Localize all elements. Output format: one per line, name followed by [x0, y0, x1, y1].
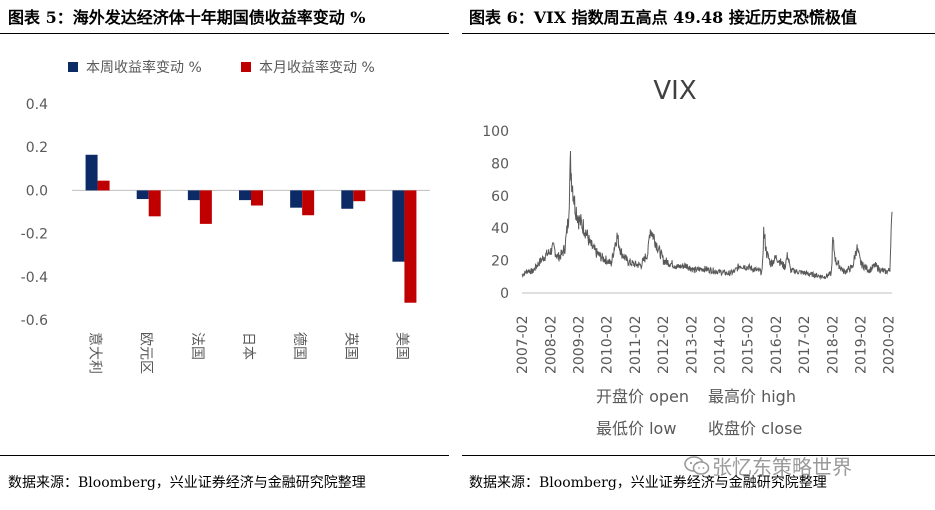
legend-label-weekly: 本周收益率变动 % [86, 59, 202, 76]
bar-legend: 本周收益率变动 % 本月收益率变动 % [68, 59, 375, 76]
legend-label-monthly: 本月收益率变动 % [259, 59, 375, 76]
bar-category-labels: 意大利 欧元区 法国 日本 德国 英国 美国 [87, 332, 410, 374]
vix-x-tick-label: 2016-02 [769, 316, 785, 375]
vix-legend: 开盘价 open 最高价 high 最低价 low 收盘价 close [596, 387, 802, 438]
bar-y-tick-label: 0.0 [26, 183, 48, 199]
left-title-rule [0, 33, 449, 34]
bar-weekly [136, 190, 149, 200]
bar-monthly [97, 180, 110, 191]
bar-monthly [353, 190, 366, 202]
right-chart-title: 图表 6：VIX 指数周五高点 49.48 接近历史恐慌极值 [469, 8, 857, 27]
vix-x-tick-label: 2012-02 [656, 316, 672, 375]
bar-y-tick-label: -0.4 [21, 270, 48, 286]
vix-x-tick-label: 2013-02 [684, 316, 700, 375]
vix-chart-title: VIX [653, 76, 696, 106]
bar-monthly [148, 190, 161, 217]
bar-weekly [392, 190, 405, 262]
vix-y-axis: 100 80 60 40 20 0 [482, 124, 509, 302]
bar-monthly [199, 190, 212, 224]
left-chart-title: 图表 5：海外发达经济体十年期国债收益率变动 % [8, 8, 366, 27]
bar-category-label: 英国 [342, 332, 359, 360]
wechat-icon [684, 456, 710, 475]
bar-y-tick-label: -0.6 [21, 313, 48, 329]
vix-y-tick-label: 100 [482, 124, 509, 140]
vix-legend-open: 开盘价 open [596, 387, 689, 406]
vix-legend-high: 最高价 high [708, 387, 796, 406]
bar-monthly [251, 190, 263, 206]
bar-category-label: 意大利 [87, 332, 104, 374]
vix-x-tick-label: 2007-02 [515, 316, 531, 375]
bar-marks [85, 154, 417, 303]
vix-x-tick-label: 2018-02 [825, 316, 841, 375]
right-source-rule [462, 455, 935, 456]
bar-y-tick-label: 0.4 [26, 97, 48, 113]
vix-x-tick-label: 2009-02 [571, 316, 587, 375]
vix-y-tick-label: 0 [500, 286, 509, 302]
bar-weekly [290, 190, 303, 208]
legend-swatch-weekly [68, 62, 78, 72]
bar-weekly [341, 190, 354, 209]
bar-weekly [239, 190, 251, 201]
bar-category-label: 法国 [189, 332, 205, 360]
bar-weekly [187, 190, 200, 201]
bar-monthly [302, 190, 315, 216]
vix-y-tick-label: 40 [491, 221, 509, 237]
vix-x-tick-label: 2010-02 [600, 316, 616, 375]
vix-y-tick-label: 20 [491, 254, 509, 270]
vix-x-tick-label: 2017-02 [797, 316, 813, 375]
bar-y-tick-label: -0.2 [21, 227, 48, 243]
vix-legend-low: 最低价 low [596, 419, 676, 438]
bar-category-label: 德国 [291, 332, 307, 360]
vix-x-tick-label: 2020-02 [882, 316, 898, 375]
bar-weekly [85, 154, 98, 191]
bar-y-axis: 0.4 0.2 0.0 -0.2 -0.4 -0.6 [21, 97, 48, 329]
vix-y-tick-label: 60 [491, 189, 509, 205]
watermark-text: 张忆东策略世界 [712, 455, 852, 479]
right-source-note: 数据来源：Bloomberg，兴业证券经济与金融研究院整理 [469, 475, 827, 491]
right-title-rule [462, 33, 935, 34]
vix-x-tick-label: 2019-02 [854, 316, 870, 375]
vix-x-tick-label: 2008-02 [543, 316, 559, 375]
vix-series-line [521, 150, 893, 281]
vix-x-axis: 2007-02 2008-02 2009-02 2010-02 2011-02 2012-… [515, 316, 898, 375]
left-source-rule [0, 455, 449, 456]
bar-monthly [404, 190, 417, 303]
bar-category-label: 日本 [240, 332, 256, 360]
vix-x-tick-label: 2014-02 [713, 316, 729, 375]
vix-x-tick-label: 2015-02 [741, 316, 757, 375]
vix-y-tick-label: 80 [491, 156, 509, 172]
left-source-note: 数据来源：Bloomberg，兴业证券经济与金融研究院整理 [8, 475, 366, 491]
vix-legend-close: 收盘价 close [708, 419, 802, 438]
bar-category-label: 欧元区 [138, 332, 154, 374]
bar-y-tick-label: 0.2 [26, 140, 48, 156]
legend-swatch-monthly [241, 62, 251, 72]
bar-category-label: 美国 [393, 332, 409, 360]
bar-chart: 本周收益率变动 % 本月收益率变动 % 0.4 0.2 0.0 -0.2 -0.4 -0.… [21, 59, 430, 374]
vix-x-tick-label: 2011-02 [628, 316, 644, 375]
